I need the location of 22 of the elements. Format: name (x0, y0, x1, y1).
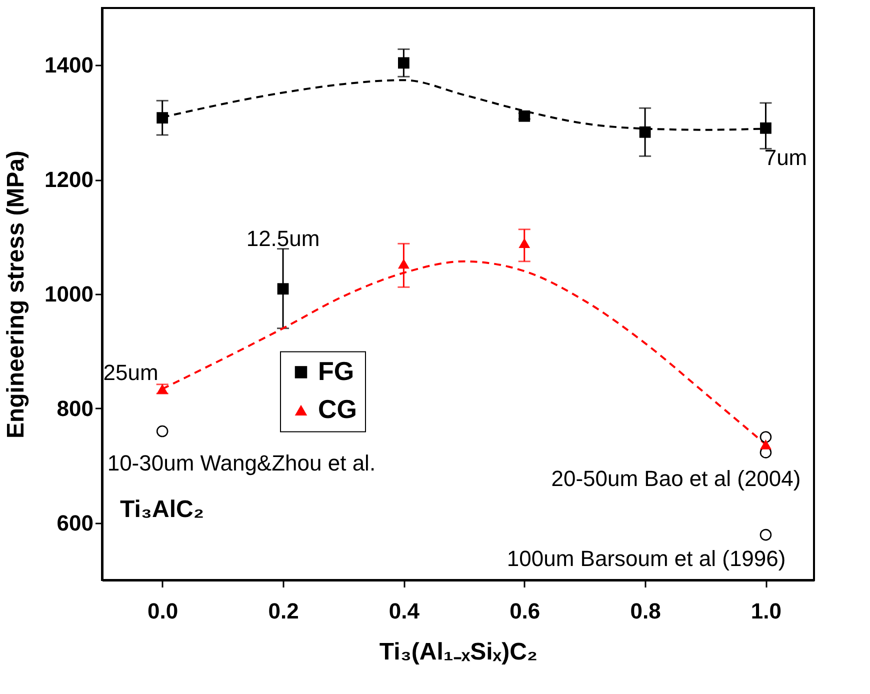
x-tick-label: 0.2 (268, 598, 299, 624)
x-tick-label: 1.0 (750, 598, 782, 624)
y-axis-title: Engineering stress (MPa) (2, 150, 30, 439)
annotation: 12.5um (246, 226, 320, 251)
legend-label: FG (318, 356, 354, 386)
x-tick-label: 0.0 (148, 598, 178, 624)
y-tick-label: 800 (56, 396, 94, 421)
annotation: 25um (103, 360, 158, 385)
annotation: 100um Barsoum et al (1996) (506, 546, 786, 571)
y-tick-label: 1000 (44, 282, 94, 306)
y-tick-label: 600 (56, 510, 94, 536)
legend-label: CG (318, 394, 357, 424)
y-tick-label: 1200 (44, 167, 94, 192)
x-tick-label: 0.6 (510, 598, 540, 624)
annotation: 7um (764, 145, 808, 170)
y-tick-label: 1400 (44, 52, 94, 78)
x-tick-label: 0.8 (630, 598, 661, 624)
annotation: 10-30um Wang&Zhou et al. (107, 450, 376, 476)
annotation: Ti₃AlC₂ (120, 496, 204, 523)
x-tick-label: 0.4 (388, 598, 420, 624)
annotation: 20-50um Bao et al (2004) (551, 466, 801, 491)
x-axis-title: Ti₃(Al₁₋ₓSiₓ)C₂ (379, 638, 538, 666)
